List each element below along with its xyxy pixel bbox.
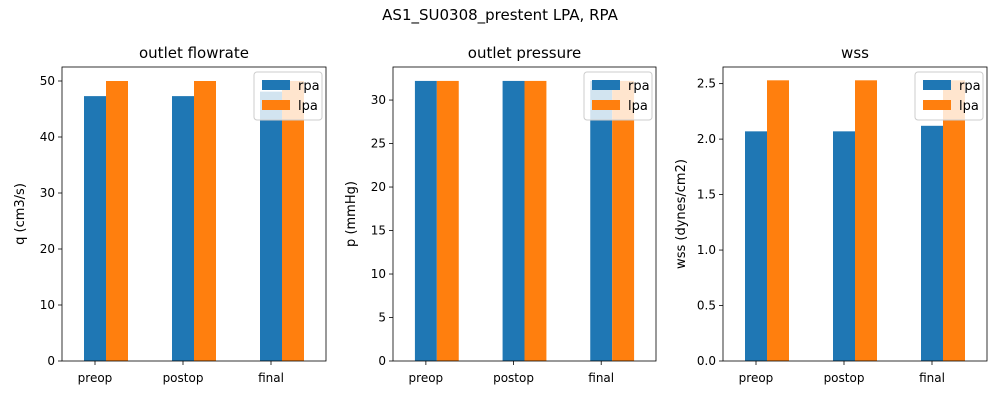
subplot-title: outlet flowrate bbox=[139, 44, 249, 62]
legend-label-lpa: lpa bbox=[298, 99, 318, 114]
y-axis-label: q (cm3/s) bbox=[13, 183, 28, 245]
x-tick-label: preop bbox=[78, 371, 113, 385]
figure-suptitle: AS1_SU0308_prestent LPA, RPA bbox=[382, 6, 618, 24]
y-tick-label: 10 bbox=[371, 267, 386, 281]
y-tick-label: 20 bbox=[371, 180, 386, 194]
y-tick-label: 1.0 bbox=[697, 243, 716, 257]
y-tick-label: 0 bbox=[47, 354, 55, 368]
legend-swatch-lpa bbox=[923, 100, 951, 110]
bar-lpa-preop bbox=[106, 81, 128, 361]
legend-swatch-rpa bbox=[923, 80, 951, 90]
y-tick-label: 2.0 bbox=[697, 132, 716, 146]
legend-label-rpa: rpa bbox=[628, 79, 650, 94]
x-tick-label: postop bbox=[163, 371, 204, 385]
y-tick-label: 10 bbox=[40, 298, 55, 312]
y-tick-label: 15 bbox=[371, 224, 386, 238]
subplot-2: 0 5 10 15 20 25 30 preop postop final outlet press… bbox=[344, 44, 657, 385]
bar-rpa-postop bbox=[172, 96, 194, 362]
x-tick-label: final bbox=[588, 371, 614, 385]
y-tick-label: 50 bbox=[40, 74, 55, 88]
y-tick-label: 40 bbox=[40, 130, 55, 144]
legend-swatch-lpa bbox=[262, 100, 290, 110]
y-tick-label: 0.5 bbox=[697, 299, 716, 313]
bar-lpa-preop bbox=[767, 80, 789, 362]
x-tick-label: preop bbox=[739, 371, 774, 385]
bar-rpa-final bbox=[590, 80, 613, 361]
bar-rpa-postop bbox=[833, 131, 855, 361]
bar-rpa-preop bbox=[84, 96, 106, 362]
bar-lpa-postop bbox=[194, 81, 216, 361]
y-tick-label: 5 bbox=[378, 311, 386, 325]
bar-lpa-final bbox=[612, 80, 635, 361]
y-tick-label: 0.0 bbox=[697, 354, 716, 368]
y-tick-label: 25 bbox=[371, 137, 386, 151]
y-axis-label: wss (dynes/cm2) bbox=[674, 159, 689, 269]
bar-rpa-preop bbox=[414, 80, 437, 361]
x-tick-label: final bbox=[258, 371, 284, 385]
legend-label-lpa: lpa bbox=[628, 99, 648, 114]
bar-rpa-final bbox=[260, 91, 282, 361]
y-tick-label: 2.5 bbox=[697, 77, 716, 91]
y-axis-label: p (mmHg) bbox=[344, 181, 359, 247]
plot-frame bbox=[392, 66, 657, 362]
x-tick-label: preop bbox=[409, 371, 444, 385]
y-tick-label: 30 bbox=[40, 186, 55, 200]
plot-frame bbox=[61, 66, 327, 362]
bar-lpa-postop bbox=[855, 80, 877, 362]
bar-rpa-final bbox=[921, 125, 943, 361]
x-tick-label: postop bbox=[493, 371, 534, 385]
x-tick-label: final bbox=[919, 371, 945, 385]
subplot-title: outlet pressure bbox=[468, 44, 581, 62]
bar-rpa-postop bbox=[502, 80, 525, 361]
x-tick-label: postop bbox=[824, 371, 865, 385]
y-tick-label: 20 bbox=[40, 242, 55, 256]
subplot-1: 0 10 20 30 40 50 preop postop final outlet flowra… bbox=[13, 44, 327, 385]
legend-label-lpa: lpa bbox=[959, 99, 979, 114]
bar-lpa-final bbox=[282, 81, 304, 361]
subplot-3: 0.0 0.5 1.0 1.5 2.0 2.5 preop postop final wss wss… bbox=[674, 44, 988, 385]
subplot-title: wss bbox=[841, 44, 869, 62]
bar-lpa-postop bbox=[524, 80, 547, 361]
bar-rpa-preop bbox=[745, 131, 767, 361]
legend-label-rpa: rpa bbox=[298, 79, 320, 94]
legend-swatch-rpa bbox=[592, 80, 620, 90]
bar-lpa-preop bbox=[436, 80, 459, 361]
plot-frame bbox=[722, 66, 988, 362]
legend-swatch-rpa bbox=[262, 80, 290, 90]
legend-label-rpa: rpa bbox=[959, 79, 981, 94]
y-tick-label: 0 bbox=[378, 354, 386, 368]
y-tick-label: 1.5 bbox=[697, 188, 716, 202]
legend-swatch-lpa bbox=[592, 100, 620, 110]
bar-lpa-final bbox=[943, 80, 965, 362]
y-tick-label: 30 bbox=[371, 93, 386, 107]
